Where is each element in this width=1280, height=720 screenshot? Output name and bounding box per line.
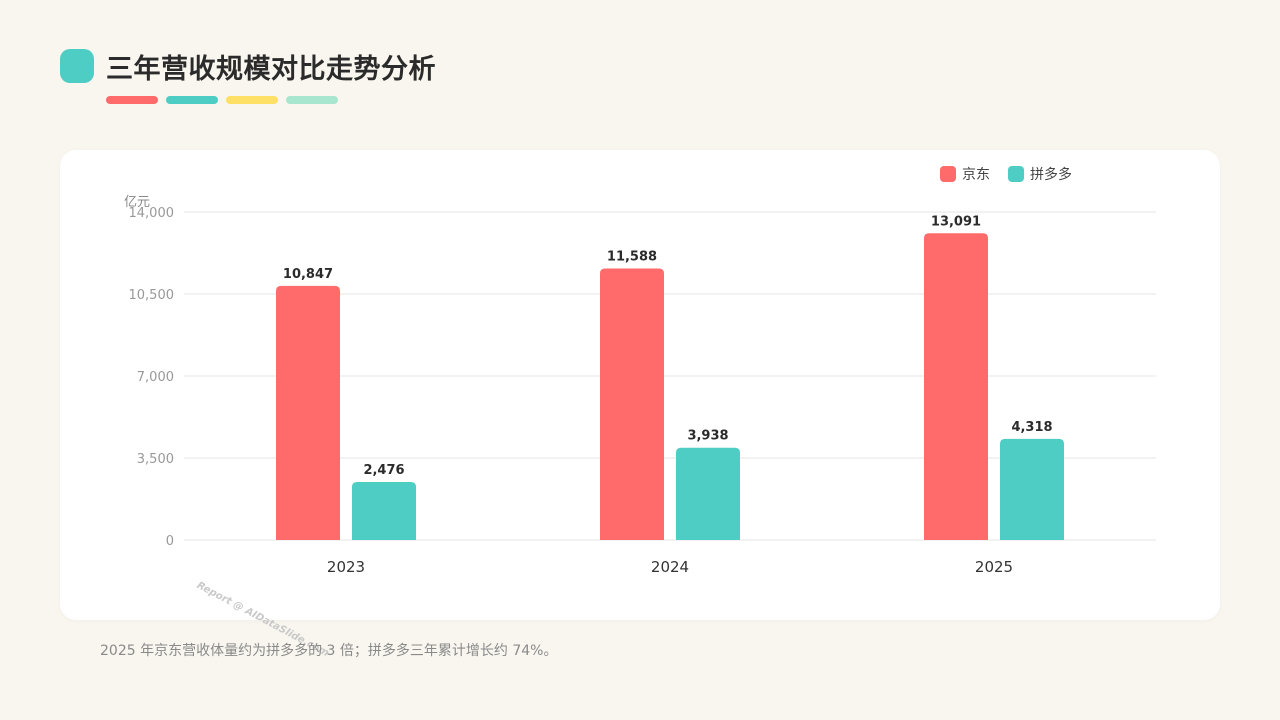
decor-pills — [106, 96, 338, 104]
legend-item-pdd: 拼多多 — [1008, 164, 1072, 184]
legend-label-jd: 京东 — [962, 167, 990, 183]
decor-pill — [106, 96, 158, 104]
legend-item-jd: 京东 — [940, 164, 990, 184]
decor-pill — [226, 96, 278, 104]
chart-footnote: 2025 年京东营收体量约为拼多多的 3 倍；拼多多三年累计增长约 74%。 — [100, 643, 558, 659]
decor-pill — [166, 96, 218, 104]
chart-card — [60, 150, 1220, 620]
y-axis-unit-label: 亿元 — [124, 195, 151, 210]
decor-pill — [286, 96, 338, 104]
title-row: 三年营收规模对比走势分析 — [60, 48, 436, 85]
legend-swatch-pdd — [1008, 166, 1024, 182]
title-badge-icon — [60, 49, 94, 83]
page-title: 三年营收规模对比走势分析 — [106, 53, 436, 85]
chart-legend: 京东 拼多多 — [940, 164, 1072, 184]
legend-swatch-jd — [940, 166, 956, 182]
legend-label-pdd: 拼多多 — [1030, 167, 1072, 183]
